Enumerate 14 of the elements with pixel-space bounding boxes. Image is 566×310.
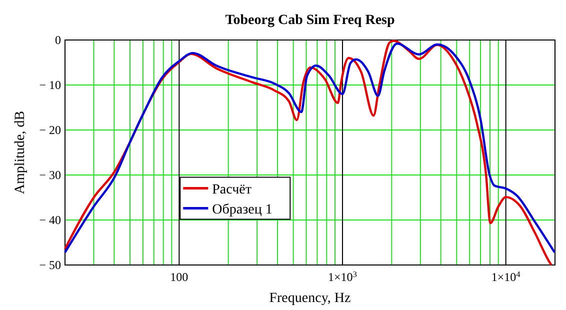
y-tick-label: − 10 bbox=[39, 78, 61, 92]
x-tick-label: 1×10$^{3}$ bbox=[328, 270, 357, 284]
x-axis-title: Frequency, Hz bbox=[269, 291, 351, 306]
x-tick-label: 100 bbox=[170, 270, 188, 284]
y-tick-label: − 30 bbox=[39, 168, 61, 182]
legend-label: Расчёт bbox=[212, 182, 252, 198]
y-tick-label: 0 bbox=[55, 33, 61, 47]
y-tick-label: − 40 bbox=[39, 213, 61, 227]
chart-title: Tobeorg Cab Sim Freq Resp bbox=[225, 13, 395, 28]
y-tick-label: − 20 bbox=[39, 123, 61, 137]
y-axis-title: Amplitude, dB bbox=[13, 110, 28, 194]
legend-label: Образец 1 bbox=[212, 202, 272, 218]
y-tick-label: − 50 bbox=[39, 258, 61, 272]
x-tick-label: 1×10$^{4}$ bbox=[491, 270, 522, 284]
